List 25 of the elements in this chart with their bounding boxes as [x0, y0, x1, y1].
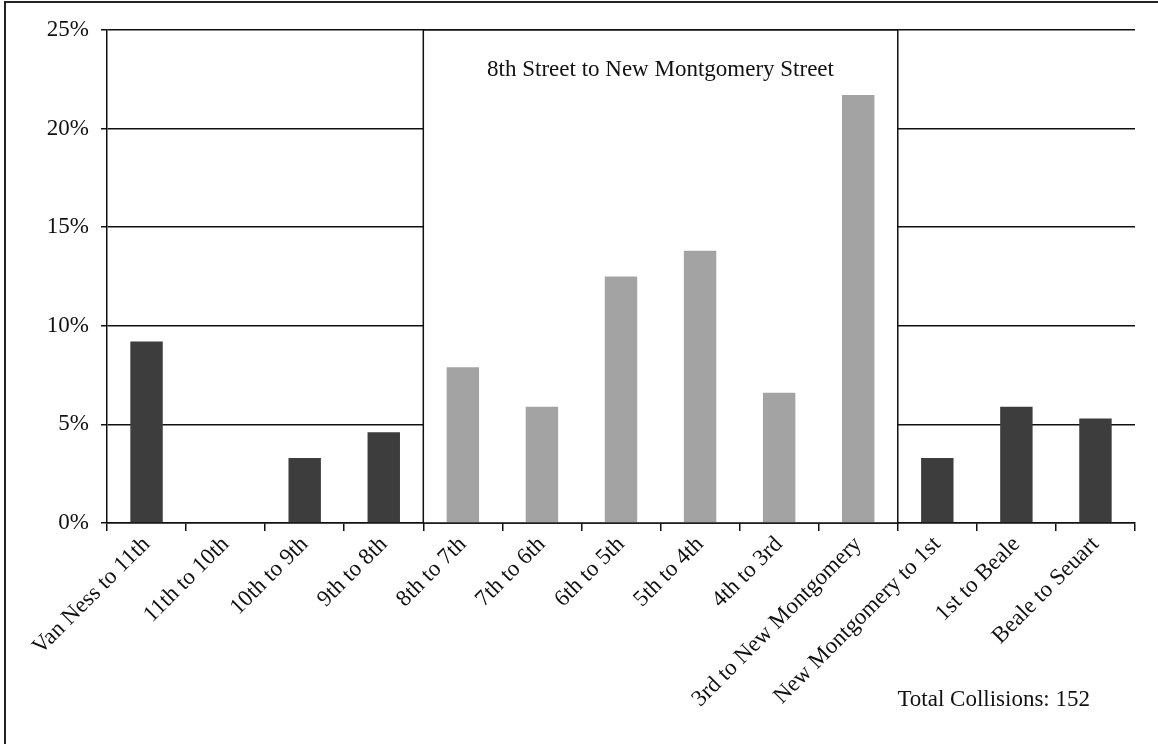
y-tick-label: 5% [58, 410, 89, 436]
bar [446, 367, 480, 523]
x-tick-label: 5th to 4th [627, 530, 709, 611]
bar [683, 250, 717, 523]
y-tick-label: 0% [58, 509, 89, 535]
bar [288, 457, 321, 523]
band-label: 8th Street to New Montgomery Street [487, 56, 835, 82]
y-tick-label: 20% [46, 114, 89, 140]
y-tick-label: 15% [46, 213, 89, 239]
bar [1079, 418, 1112, 523]
bar [367, 432, 400, 523]
bar [842, 95, 875, 523]
x-tick-label: 7th to 6th [469, 530, 551, 611]
bar [130, 341, 163, 523]
bar [762, 392, 796, 523]
bar [921, 457, 954, 523]
y-tick-label: 10% [46, 311, 89, 337]
bar [525, 406, 559, 523]
x-tick-label: 9th to 8th [311, 530, 392, 611]
text: Total Collisions: 152 [897, 686, 1090, 712]
x-tick-label: 6th to 5th [548, 530, 630, 611]
bar [1000, 406, 1033, 523]
x-tick-label: 8th to 7th [390, 530, 472, 611]
bar [604, 276, 638, 523]
y-tick-label: 25% [46, 16, 89, 42]
